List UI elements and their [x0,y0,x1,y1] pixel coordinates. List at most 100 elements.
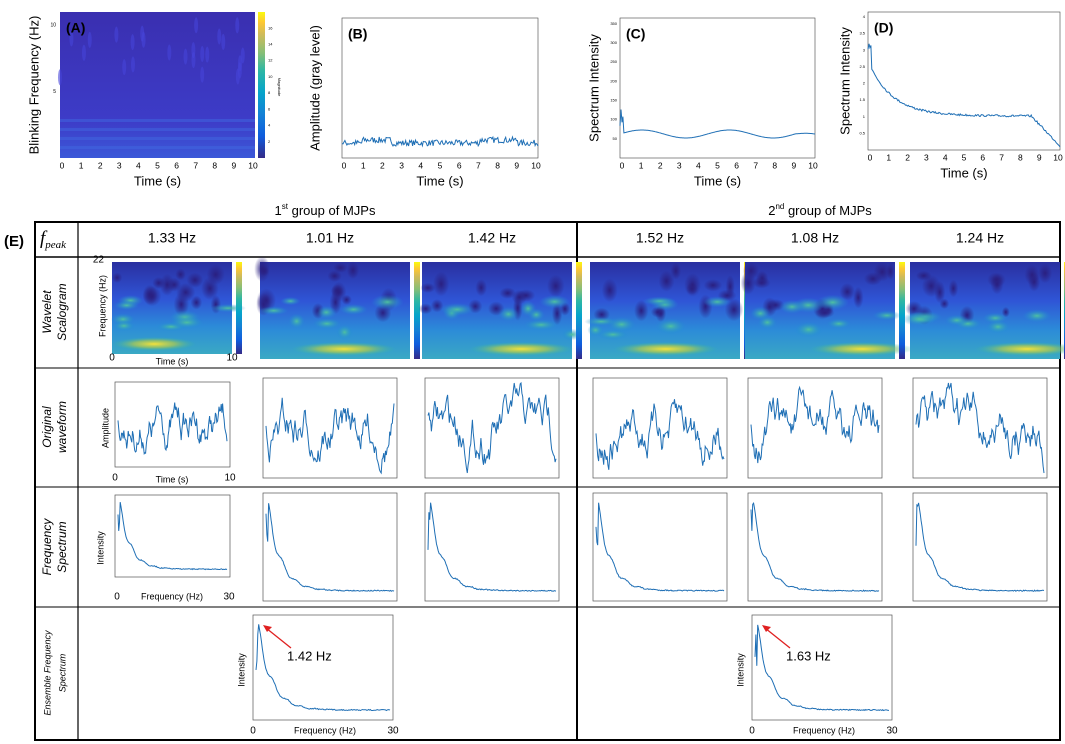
scalogram-mid [642,296,677,306]
x-tick-label: 9 [232,160,237,170]
x-tick-label: 2 [905,152,910,162]
plot-frame [592,492,728,602]
x-tick-label: 8 [772,160,777,170]
x-axis-label: Frequency (Hz) [793,725,855,735]
scalogram-low [684,273,701,297]
blob [114,26,119,43]
blob [130,56,135,73]
y-max-label: 22 [93,255,105,266]
blob [205,46,210,63]
scalogram-mid [498,306,519,322]
scalogram-high [613,342,719,356]
scalogram-high [974,342,1065,356]
peak-frequency: 1.01 Hz [306,230,354,246]
blob [235,68,240,85]
colorbar [258,12,265,158]
y-tick-label: 50 [613,136,618,141]
colorbar-tick: 2 [268,139,271,144]
colorbar [899,262,905,359]
scalogram-low [546,274,565,298]
peak-frequency: 1.33 Hz [148,230,196,246]
panel-label: (B) [348,26,367,42]
waveform-trace [117,402,228,455]
colorbar [236,262,242,354]
scalogram-low [176,282,196,302]
x-tick-label: 2 [658,160,663,170]
annotation-arrow [764,627,791,649]
scalogram-low [863,272,883,286]
spectrum-trace [754,624,889,712]
x-tick-label: 7 [999,152,1004,162]
row-header: Spectrum [55,521,69,572]
blob [191,42,196,59]
scalogram-mid [169,316,204,329]
x-axis-label: Frequency (Hz) [141,591,203,601]
row-header: Spectrum [57,653,67,692]
scalogram-low [327,270,342,282]
scalogram-mid [523,319,559,331]
plot-frame [747,492,883,602]
scalogram-low [175,268,186,281]
scalogram-low [658,270,675,292]
blob [194,17,199,34]
scalogram-low [254,256,271,282]
y-axis-label: Amplitude (gray level) [307,25,322,151]
annotation-arrow [265,627,292,649]
blob [130,34,135,51]
scalogram-low [142,286,162,307]
panel-label: (A) [66,20,85,36]
signal-trace [619,109,816,139]
row-header: Ensemble Frequency [42,630,52,716]
y-axis-label: Intensity [95,531,105,565]
scalogram-mid [703,296,732,308]
scalogram-mid [316,305,337,319]
scalogram-mid [527,308,545,322]
waveform-trace [750,385,880,464]
scalogram-low [1038,263,1053,284]
x-tick-label: 3 [677,160,682,170]
x-tick-label: 6 [174,160,179,170]
x-tick-label: 8 [212,160,217,170]
scalogram-high [291,342,397,356]
x-tick-label: 4 [696,160,701,170]
x-tick-label: 2 [98,160,103,170]
group-ordinal: 1 [275,203,282,218]
panel-label: (D) [874,20,893,36]
x-tick-label: 7 [193,160,198,170]
plot-frame [114,494,231,578]
x-tick-label: 0 [620,160,625,170]
x-tick-label: 10 [531,160,541,170]
scalogram-mid [826,318,851,329]
blob [221,33,226,50]
x-tick-label: 0 [342,160,347,170]
x-tick-label: 6 [457,160,462,170]
waveform-trace [595,399,725,470]
band [60,146,255,149]
colorbar-tick: 14 [268,42,273,47]
scalogram-mid [336,324,353,340]
plot-frame [252,614,394,721]
group-ordinal: 2 [768,203,775,218]
blob [58,69,63,86]
colorbar-tick: 12 [268,58,273,63]
x-tick-label: 1 [886,152,891,162]
signal-trace [867,43,1061,148]
y-axis-label: Blinking Frequency (Hz) [26,16,41,155]
x-tick-label: 3 [399,160,404,170]
x-tick-label: 8 [1018,152,1023,162]
scalogram-low [418,303,433,315]
scalogram-low [333,262,348,273]
y-tick-label: 100 [610,117,617,122]
y-tick-label: 350 [610,21,617,26]
x-min-label: 0 [112,473,118,484]
blob [240,47,245,64]
y-tick-label: 2.5 [859,64,865,69]
band [60,119,255,122]
scalogram-low [670,262,682,280]
panel-label: (E) [4,233,24,250]
spectrum-trace [595,502,725,592]
x-min-label: 0 [749,726,755,737]
peak-frequency: 1.08 Hz [791,230,839,246]
x-axis-label: Time (s) [416,173,463,188]
plot-frame [341,17,539,159]
